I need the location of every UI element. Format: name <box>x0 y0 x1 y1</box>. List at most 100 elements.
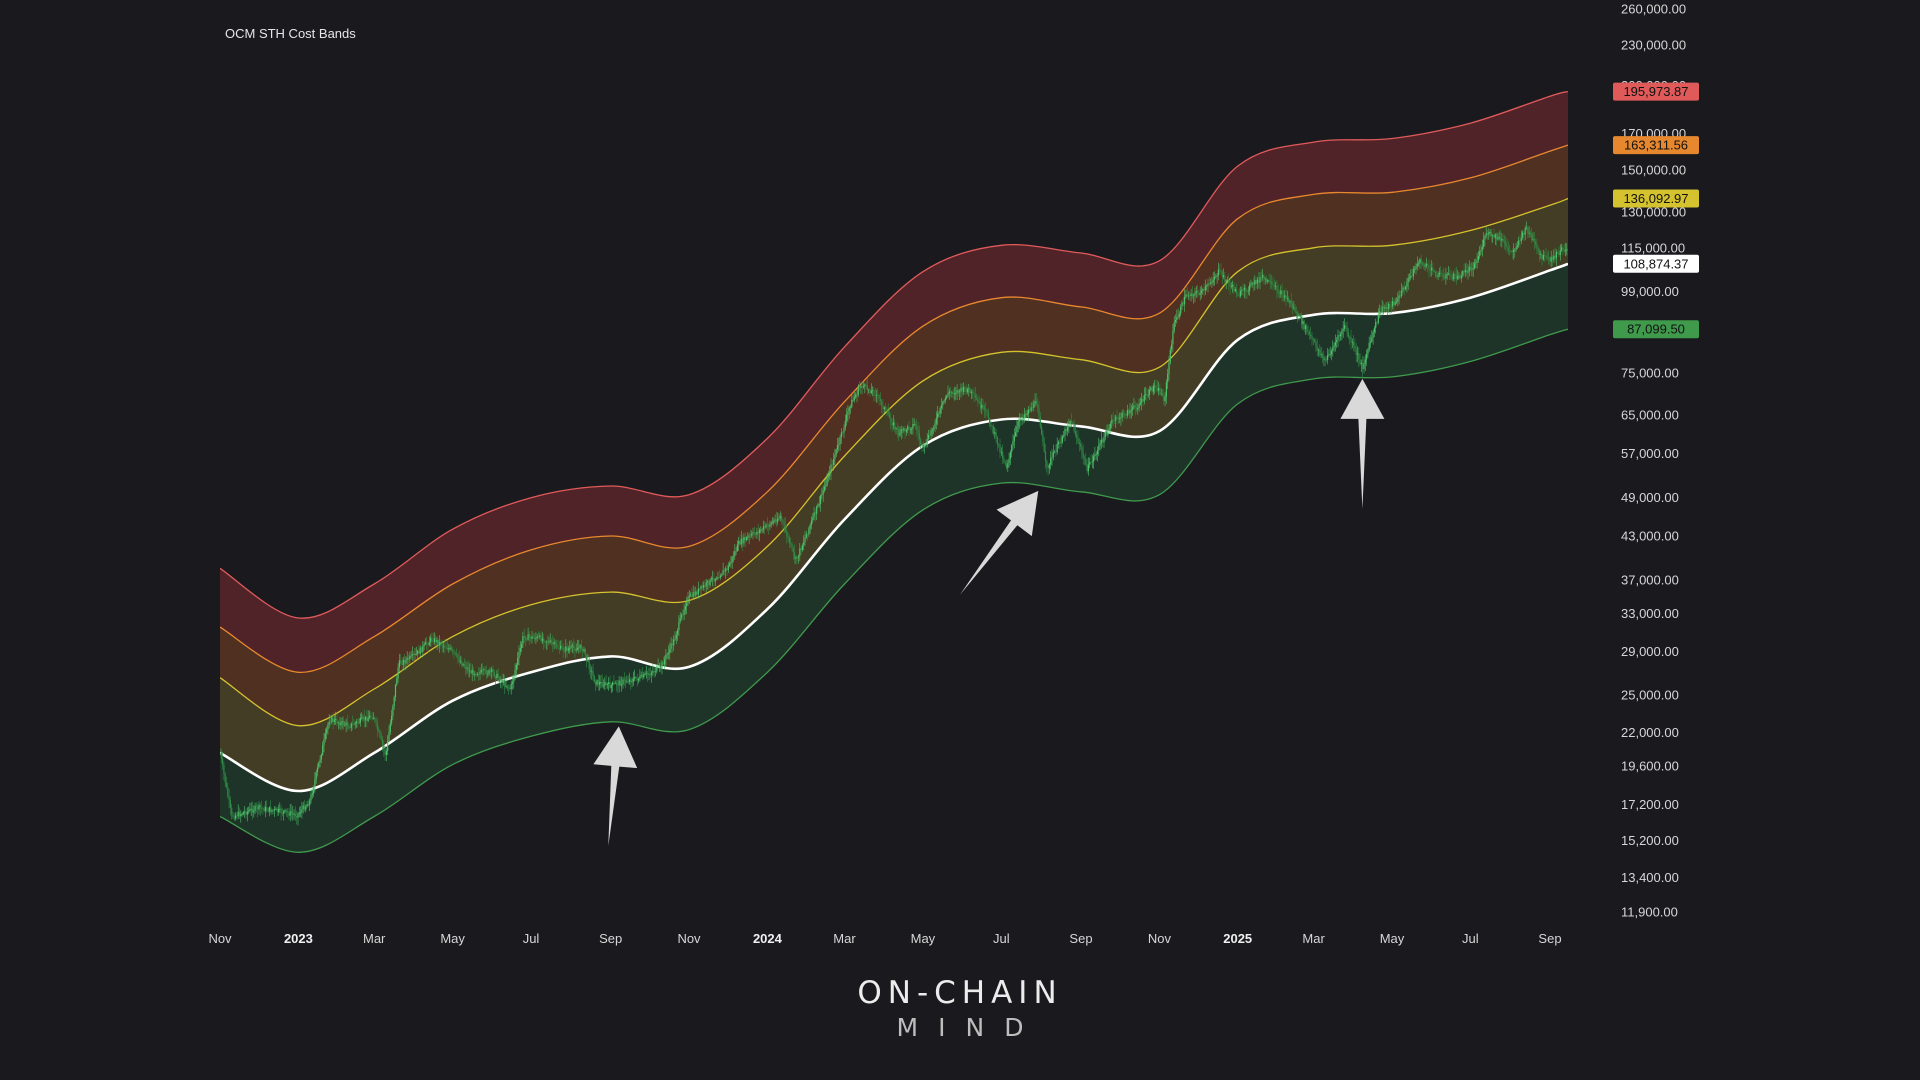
price-candle <box>1054 451 1056 453</box>
price-candle <box>994 432 996 434</box>
price-candle <box>866 385 868 390</box>
price-candle <box>472 669 475 676</box>
price-candle <box>276 808 278 812</box>
price-candle <box>1122 412 1125 414</box>
price-candle <box>1174 320 1177 323</box>
price-candle <box>677 630 679 635</box>
price-candle <box>345 722 347 725</box>
price-candle <box>1013 436 1015 442</box>
price-candle <box>1342 328 1344 331</box>
y-tick-label: 150,000.00 <box>1621 163 1686 178</box>
price-candle <box>1390 306 1392 307</box>
price-candle <box>361 717 363 719</box>
price-candle <box>1047 466 1049 469</box>
price-candle <box>1290 301 1292 305</box>
price-candle <box>1061 436 1063 442</box>
price-candle <box>1518 240 1520 246</box>
price-candle <box>951 392 953 394</box>
price-candle <box>1051 457 1053 459</box>
price-candle <box>823 486 826 491</box>
price-candle <box>779 515 781 518</box>
price-candle <box>1460 276 1463 279</box>
price-candle <box>1091 461 1093 463</box>
price-candle <box>1384 307 1386 309</box>
price-candle <box>445 647 447 649</box>
price-candle <box>834 455 836 460</box>
price-candle <box>583 649 585 651</box>
price-candle <box>1229 283 1231 287</box>
price-candle <box>1215 276 1217 278</box>
price-candle <box>844 421 846 428</box>
price-candle <box>510 683 512 689</box>
price-candle <box>427 644 429 646</box>
price-candle <box>700 586 702 590</box>
price-candle <box>1449 273 1451 276</box>
price-candle <box>765 524 767 528</box>
price-candle <box>495 676 497 679</box>
price-candle <box>956 390 958 394</box>
badge-upper3 <box>1613 82 1699 101</box>
price-candle <box>1545 255 1547 258</box>
price-candle <box>277 809 280 812</box>
price-candle <box>1323 357 1325 360</box>
price-candle <box>1341 330 1343 334</box>
price-candle <box>942 401 944 406</box>
price-candle <box>409 656 411 660</box>
price-candle <box>985 409 987 411</box>
price-candle <box>1364 359 1366 364</box>
price-candle <box>1220 270 1222 273</box>
price-candle <box>1467 270 1469 273</box>
y-tick-label: 33,000.00 <box>1621 606 1679 621</box>
price-candle <box>406 657 408 660</box>
price-candle <box>775 519 777 523</box>
price-candle <box>553 642 555 645</box>
price-candle <box>1132 407 1134 410</box>
price-candle <box>1468 266 1470 271</box>
price-candle <box>723 570 725 572</box>
price-candle <box>1421 262 1424 265</box>
price-candle <box>1509 250 1511 252</box>
price-candle <box>1544 255 1546 256</box>
price-candle <box>378 729 380 731</box>
price-candle <box>662 662 664 665</box>
price-candle <box>890 418 892 423</box>
price-candle <box>1000 451 1002 453</box>
price-candle <box>1198 292 1200 295</box>
price-candle <box>1334 342 1336 346</box>
price-candle <box>1057 442 1060 445</box>
last-value-badges: 195,973.87 163,311.56 136,092.97 108,874.37… <box>1613 82 1699 339</box>
price-candle <box>524 636 527 640</box>
price-candle <box>246 811 248 815</box>
price-candle <box>934 423 936 429</box>
price-candle <box>979 402 982 409</box>
price-candle <box>948 391 950 394</box>
price-candle <box>1425 264 1427 266</box>
price-candle <box>401 663 403 665</box>
price-candle <box>805 534 807 538</box>
price-candle <box>469 670 471 672</box>
price-candle <box>901 429 904 431</box>
price-candle <box>1206 285 1208 287</box>
price-candle <box>1151 387 1153 392</box>
price-candle <box>433 638 436 642</box>
price-candle <box>241 814 243 815</box>
price-candle <box>279 808 281 810</box>
price-candle <box>437 640 439 645</box>
price-candle <box>1401 290 1403 296</box>
price-candle <box>452 649 454 651</box>
price-candle <box>816 506 818 514</box>
price-candle <box>271 810 273 812</box>
y-tick-label: 11,900.00 <box>1621 905 1678 920</box>
price-candle <box>574 648 576 651</box>
price-candle <box>441 645 443 647</box>
price-candle <box>413 654 415 656</box>
price-candle <box>487 673 489 675</box>
brand-logo-line2: MIND <box>896 1013 1044 1042</box>
series-line-upper1 <box>220 197 1568 727</box>
price-candle <box>478 674 480 675</box>
price-candle <box>1546 257 1548 259</box>
price-candle <box>513 676 515 682</box>
price-candle <box>376 722 378 730</box>
price-candle <box>1373 328 1375 332</box>
price-candle <box>446 647 449 650</box>
